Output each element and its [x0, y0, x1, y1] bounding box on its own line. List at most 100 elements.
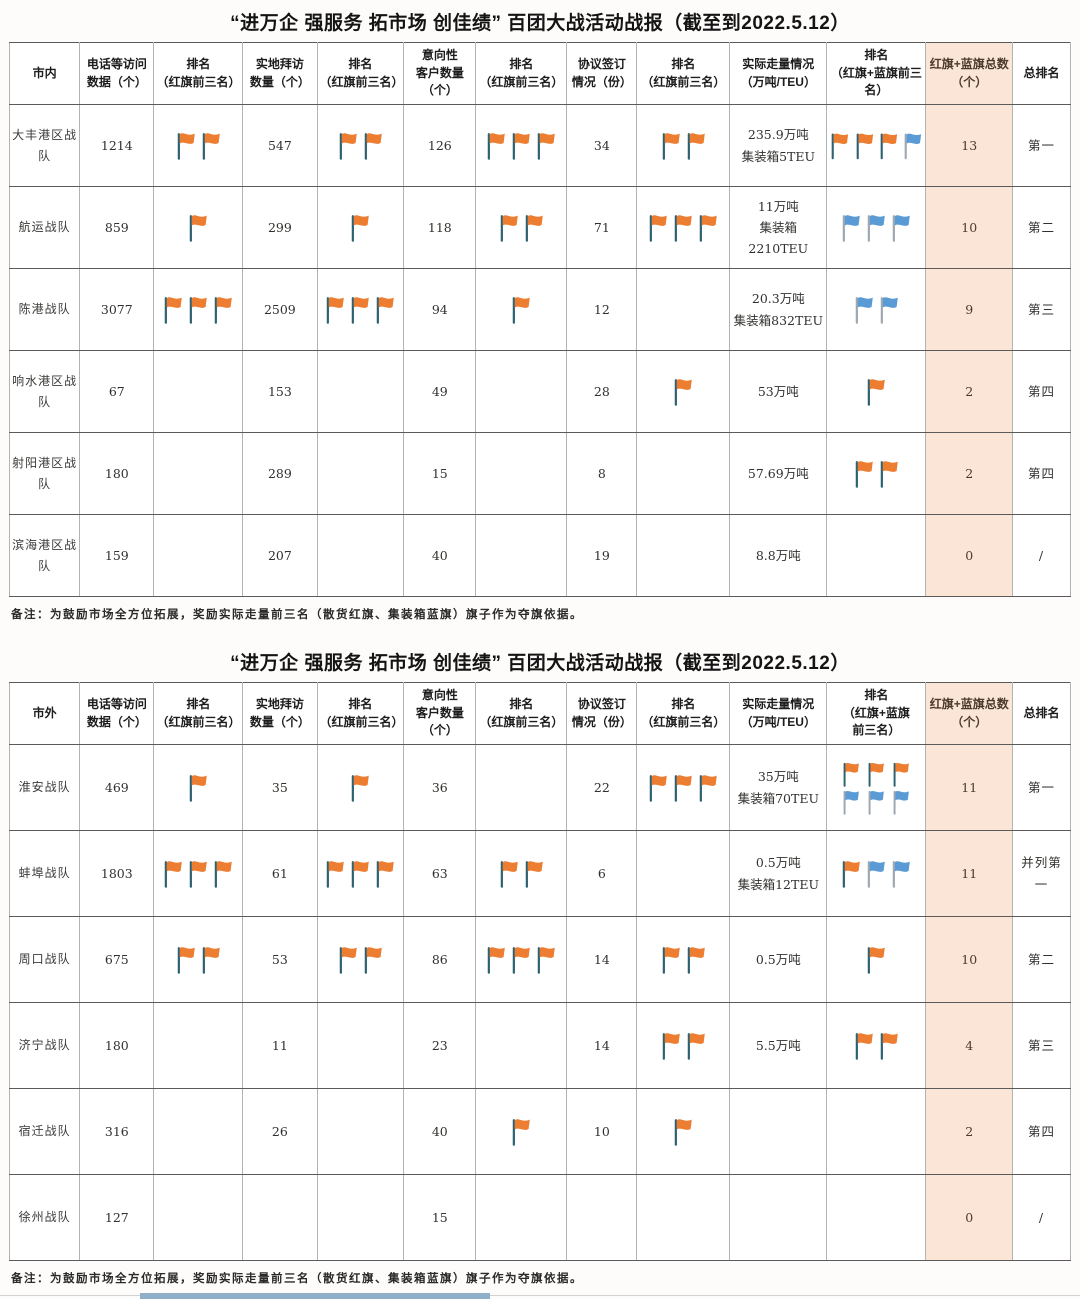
- red-flag-icon: [513, 133, 531, 160]
- red-flag-icon: [513, 947, 531, 974]
- cell-rank-intent: [475, 186, 568, 269]
- red-flag-icon: [488, 133, 506, 160]
- cell-rank-agreements: [636, 916, 731, 1003]
- red-flag-icon: [190, 861, 208, 888]
- cell-flag-total: 2: [925, 350, 1014, 433]
- cell-rank-visits: [316, 1174, 405, 1261]
- cell-intent-clients: 15: [403, 432, 477, 515]
- cell-overall-rank: 第四: [1012, 1088, 1071, 1175]
- cell-volume: 0.5万吨: [729, 916, 828, 1003]
- red-flag-icon: [215, 861, 233, 888]
- cell-calls: 675: [79, 916, 155, 1003]
- column-header: 排名 （红旗前三名）: [153, 682, 244, 745]
- cell-intent-clients: 40: [403, 514, 477, 597]
- blue-flag-icon: [843, 790, 860, 815]
- cell-team-name: 徐州战队: [8, 1174, 81, 1261]
- cell-flag-total: 9: [925, 268, 1014, 351]
- cell-calls: 316: [79, 1088, 155, 1175]
- red-flag-icon: [500, 861, 518, 888]
- flag-group: [478, 211, 564, 244]
- cell-flag-total: 10: [925, 186, 1014, 269]
- cell-flag-total: 0: [925, 514, 1014, 597]
- cell-rank-intent: [475, 350, 568, 433]
- table-row: 航运战队 859 299 118 71 11万吨 集装箱2210TEU 10 第二: [8, 186, 1071, 269]
- cell-rank-agreements: [636, 1174, 731, 1261]
- flag-group: [639, 129, 727, 162]
- cell-rank-volume: [826, 830, 927, 917]
- cell-rank-agreements: [636, 104, 731, 187]
- cell-rank-volume: [826, 1088, 927, 1175]
- cell-rank-visits: [316, 432, 405, 515]
- cell-overall-rank: 第三: [1012, 1002, 1071, 1089]
- footnote-outside: 备注：为鼓励市场全方位拓展，奖励实际走量前三名（散货红旗、集装箱蓝旗）旗子作为夺…: [11, 1271, 583, 1285]
- red-flag-icon: [687, 1033, 705, 1060]
- red-flag-icon: [202, 133, 220, 160]
- report-title-inside: “进万企 强服务 拓市场 创佳绩” 百团大战活动战报（截至到2022.5.12）: [230, 13, 850, 34]
- red-flag-icon: [513, 297, 531, 324]
- flag-group: [156, 129, 240, 162]
- flag-group: [320, 857, 402, 890]
- cell-team-name: 陈港战队: [8, 268, 81, 351]
- table-row: 大丰港区战队 1214 547 126 34 235.9万吨 集装箱5TEU 13 第一: [8, 104, 1071, 187]
- cell-visits: 26: [242, 1088, 318, 1175]
- flag-group: [829, 1029, 923, 1062]
- column-header: 排名 （红旗前三名）: [475, 42, 568, 105]
- cell-calls: 3077: [79, 268, 155, 351]
- cell-calls: 180: [79, 432, 155, 515]
- flag-group: [320, 293, 402, 326]
- cell-rank-volume: [826, 186, 927, 269]
- red-flag-icon: [165, 297, 183, 324]
- column-header: 排名 （红旗+蓝旗 前三名）: [826, 682, 927, 745]
- cell-team-name: 蚌埠战队: [8, 830, 81, 917]
- cell-visits: [242, 1174, 318, 1261]
- blue-flag-icon: [880, 297, 898, 324]
- cell-calls: 180: [79, 1002, 155, 1089]
- flag-group: [320, 129, 402, 162]
- cell-overall-rank: 第二: [1012, 186, 1071, 269]
- cell-team-name: 响水港区战队: [8, 350, 81, 433]
- header-row: 市外 电话等访问 数据（个） 排名 （红旗前三名） 实地拜访 数量（个） 排名 （红旗前…: [8, 682, 1071, 745]
- column-header: 市外: [8, 682, 81, 745]
- red-flag-icon: [650, 775, 668, 802]
- cell-intent-clients: 118: [403, 186, 477, 269]
- cell-rank-visits: [316, 514, 405, 597]
- red-flag-icon: [177, 947, 195, 974]
- table-row: 滨海港区战队 159 207 40 19 8.8万吨 0/: [8, 514, 1071, 597]
- red-flag-icon: [352, 297, 370, 324]
- cell-agreements: 14: [566, 1002, 638, 1089]
- section-city-inside: “进万企 强服务 拓市场 创佳绩” 百团大战活动战报（截至到2022.5.12）…: [8, 8, 1071, 622]
- cell-team-name: 宿迁战队: [8, 1088, 81, 1175]
- red-flag-icon: [377, 861, 395, 888]
- cell-visits: 547: [242, 104, 318, 187]
- red-flag-icon: [700, 215, 718, 242]
- column-header: 排名 （红旗前三名）: [153, 42, 244, 105]
- column-header: 排名 （红旗前三名）: [316, 682, 405, 745]
- cell-rank-visits: [316, 1002, 405, 1089]
- cell-volume: 5.5万吨: [729, 1002, 828, 1089]
- red-flag-icon: [190, 297, 208, 324]
- cell-overall-rank: 并列第一: [1012, 830, 1071, 917]
- blue-flag-icon: [868, 861, 886, 888]
- cell-rank-visits: [316, 268, 405, 351]
- cell-visits: 2509: [242, 268, 318, 351]
- cell-rank-intent: [475, 1088, 568, 1175]
- cell-rank-intent: [475, 514, 568, 597]
- cell-intent-clients: 126: [403, 104, 477, 187]
- red-flag-icon: [190, 215, 208, 242]
- flag-group: [320, 771, 402, 804]
- flag-group: [639, 1029, 727, 1062]
- cell-rank-calls: [153, 916, 244, 1003]
- cell-team-name: 大丰港区战队: [8, 104, 81, 187]
- column-header: 红旗+蓝旗总数 （个）: [925, 42, 1014, 105]
- cell-flag-total: 10: [925, 916, 1014, 1003]
- battle-report-table-outside: 市外 电话等访问 数据（个） 排名 （红旗前三名） 实地拜访 数量（个） 排名 （红旗前…: [8, 682, 1071, 1261]
- red-flag-icon: [868, 947, 886, 974]
- column-header: 实地拜访 数量（个）: [242, 42, 318, 105]
- red-flag-icon: [880, 461, 898, 488]
- cell-flag-total: 2: [925, 1088, 1014, 1175]
- cell-flag-total: 0: [925, 1174, 1014, 1261]
- report-title-outside: “进万企 强服务 拓市场 创佳绩” 百团大战活动战报（截至到2022.5.12）: [230, 653, 850, 674]
- cell-rank-volume: [826, 916, 927, 1003]
- cell-visits: 11: [242, 1002, 318, 1089]
- red-flag-icon: [662, 133, 680, 160]
